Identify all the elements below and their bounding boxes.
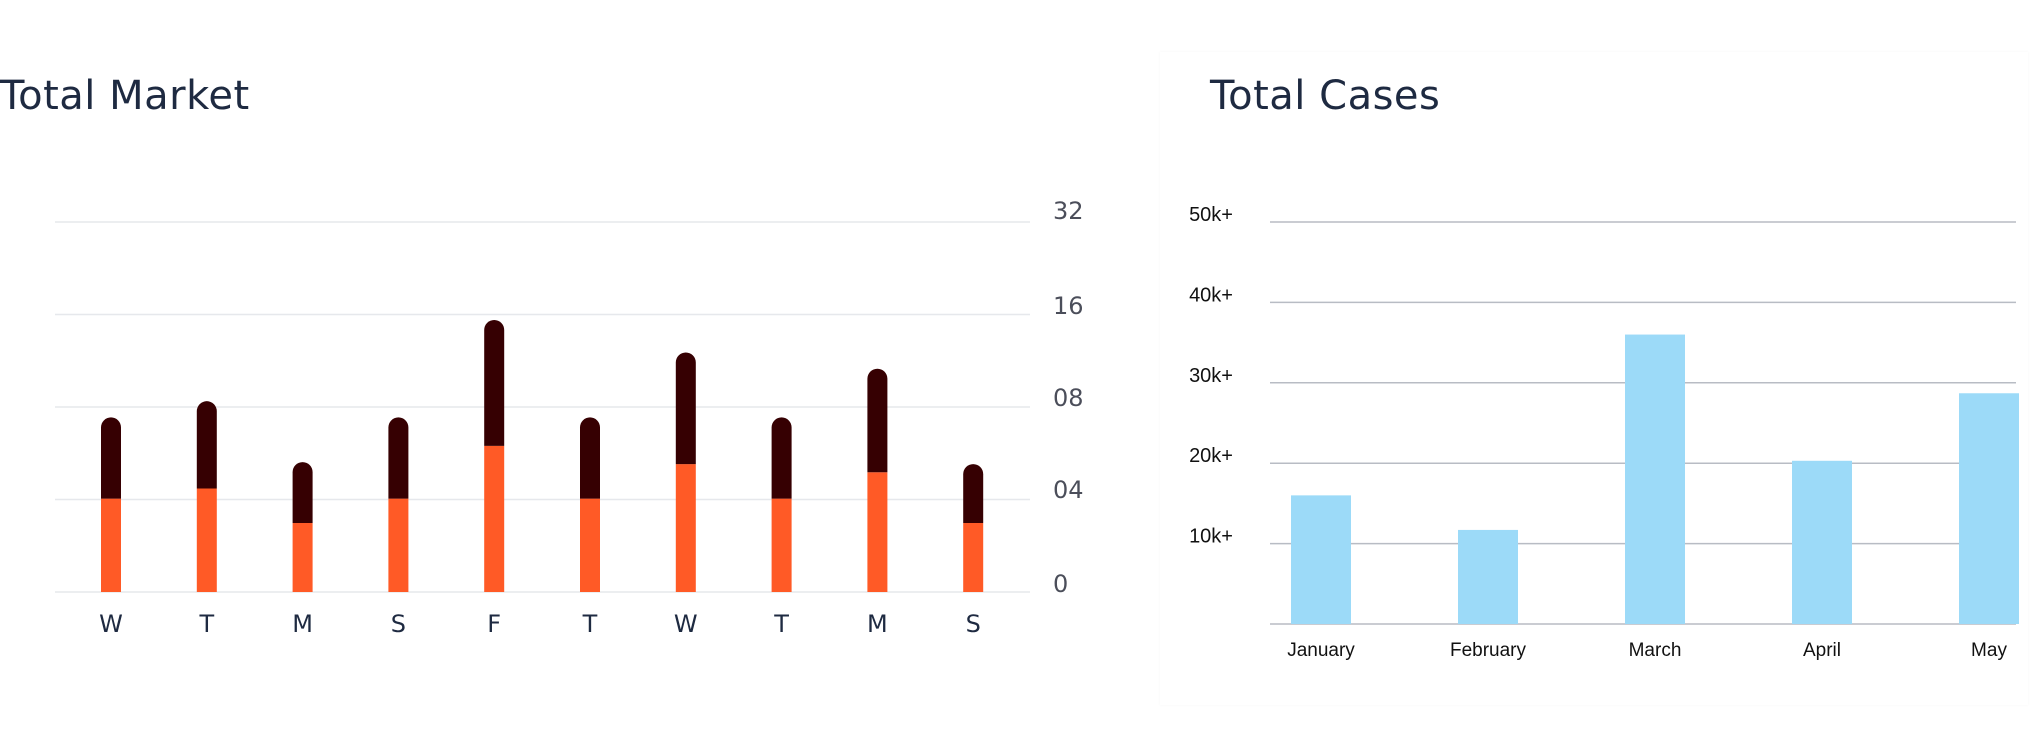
market-bar-lower xyxy=(771,498,792,592)
market-bar-lower xyxy=(867,472,888,592)
market-bar-lower xyxy=(580,498,600,592)
cases-bar xyxy=(1291,495,1351,624)
market-bar-upper xyxy=(101,417,121,499)
market-x-label: F xyxy=(487,610,501,638)
market-x-label: M xyxy=(292,610,313,638)
market-bar-lower xyxy=(484,445,505,592)
market-bar-lower xyxy=(388,498,409,592)
market-bar-lower xyxy=(292,522,313,592)
market-y-tick-label: 0 xyxy=(1053,570,1068,598)
market-bar-upper xyxy=(963,464,984,523)
total-market-panel xyxy=(0,40,1142,660)
market-bar-lower xyxy=(963,522,984,592)
market-y-tick-label: 08 xyxy=(1053,384,1084,412)
market-y-tick-label: 16 xyxy=(1053,292,1084,320)
total-market-title: Total Market xyxy=(0,73,250,119)
market-bar-upper xyxy=(867,368,888,473)
market-bar-upper xyxy=(484,319,505,446)
cases-y-tick-label: 30k+ xyxy=(1189,365,1233,387)
market-x-label: W xyxy=(99,610,123,638)
market-x-label: T xyxy=(198,610,214,638)
total-cases-title: Total Cases xyxy=(1210,73,1441,119)
cases-y-tick-label: 10k+ xyxy=(1189,526,1233,548)
market-x-label: W xyxy=(674,610,698,638)
cases-y-tick-label: 20k+ xyxy=(1189,445,1233,467)
market-bar-upper xyxy=(388,417,409,499)
cases-x-label: March xyxy=(1629,640,1682,661)
market-bar-upper xyxy=(196,401,217,489)
market-x-label: S xyxy=(966,610,981,638)
cases-bar xyxy=(1458,529,1518,624)
cases-bar xyxy=(1959,393,2019,624)
cases-y-tick-label: 40k+ xyxy=(1189,284,1233,306)
market-bar-lower xyxy=(196,488,217,592)
total-cases-chart: 10k+ 20k+ 30k+ 40k+ 50k+ January February March… xyxy=(1189,204,2019,661)
cases-x-label: April xyxy=(1803,640,1841,661)
market-bar-lower xyxy=(101,498,121,592)
cases-y-tick-label: 50k+ xyxy=(1189,204,1233,226)
market-bar-upper xyxy=(292,462,313,523)
cases-x-label: January xyxy=(1287,640,1355,661)
cases-x-label: February xyxy=(1450,640,1527,661)
market-x-label: T xyxy=(773,610,789,638)
market-x-label: M xyxy=(867,610,888,638)
total-market-chart: 0 04 08 16 32 W T M S F T W T M S xyxy=(55,197,1084,638)
market-y-tick-label: 32 xyxy=(1053,197,1084,225)
cases-bar xyxy=(1792,460,1852,624)
market-x-label: S xyxy=(391,610,406,638)
cases-bar xyxy=(1625,334,1685,624)
market-bar-upper xyxy=(771,417,792,499)
cases-x-label: May xyxy=(1971,640,2007,661)
market-y-tick-label: 04 xyxy=(1053,476,1084,504)
market-bar-upper xyxy=(675,352,696,465)
market-x-label: T xyxy=(582,610,598,638)
market-bar-lower xyxy=(675,464,696,592)
market-bar-upper xyxy=(580,417,600,499)
